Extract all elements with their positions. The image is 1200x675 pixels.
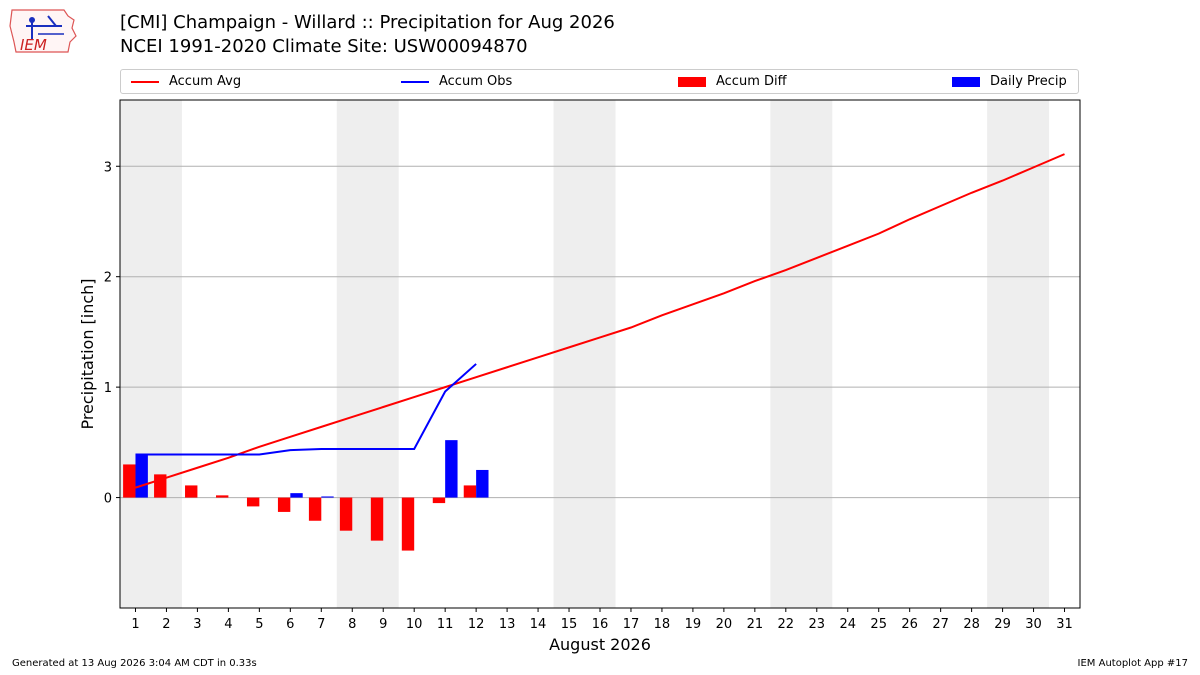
- x-tick-label: 16: [592, 617, 609, 632]
- x-tick-label: 24: [839, 617, 856, 632]
- x-tick-label: 3: [193, 617, 201, 632]
- generated-timestamp: Generated at 13 Aug 2026 3:04 AM CDT in …: [12, 658, 257, 669]
- x-tick-label: 17: [623, 617, 640, 632]
- x-tick-label: 14: [530, 617, 547, 632]
- legend-label: Accum Obs: [439, 74, 513, 89]
- accum-diff-bar: [370, 497, 384, 541]
- x-tick-label: 26: [901, 617, 918, 632]
- accum-diff-bar: [185, 485, 198, 498]
- legend-label: Daily Precip: [990, 74, 1067, 89]
- accum-diff-bar: [463, 485, 477, 498]
- logo-text: IEM: [20, 36, 47, 54]
- daily-precip-bar: [135, 454, 148, 498]
- y-tick-label: 0: [104, 492, 112, 507]
- legend-label: Accum Avg: [169, 74, 242, 89]
- accum-diff-bar: [277, 497, 291, 512]
- accum-diff-bar: [216, 495, 229, 498]
- accum-diff-bar: [123, 464, 136, 498]
- x-tick-label: 1: [131, 617, 139, 632]
- x-tick-label: 29: [994, 617, 1011, 632]
- x-tick-label: 28: [963, 617, 980, 632]
- x-tick-label: 19: [685, 617, 702, 632]
- y-axis-label: Precipitation [inch]: [78, 278, 97, 429]
- accum-diff-bar: [401, 497, 415, 551]
- x-tick-label: 13: [499, 617, 516, 632]
- x-tick-label: 21: [747, 617, 764, 632]
- x-tick-label: 6: [286, 617, 294, 632]
- y-tick-label: 2: [104, 271, 112, 286]
- x-axis-label: August 2026: [549, 635, 651, 654]
- weekend-shade: [553, 100, 616, 608]
- chart-subtitle: NCEI 1991-2020 Climate Site: USW00094870: [120, 36, 528, 57]
- legend-label: Accum Diff: [716, 74, 787, 89]
- weekend-shade: [770, 100, 833, 608]
- x-tick-label: 12: [468, 617, 485, 632]
- y-tick-label: 3: [104, 160, 112, 175]
- legend-swatch: [131, 80, 159, 83]
- legend-item-accum-diff: Accum Diff: [678, 74, 787, 89]
- x-tick-label: 9: [379, 617, 387, 632]
- x-tick-label: 22: [778, 617, 795, 632]
- x-tick-label: 8: [348, 617, 356, 632]
- x-tick-label: 18: [654, 617, 671, 632]
- legend: Accum Avg Accum Obs Accum Diff Daily Pre…: [120, 69, 1079, 94]
- weekend-shade: [336, 100, 399, 608]
- x-tick-label: 30: [1025, 617, 1042, 632]
- y-tick-label: 1: [104, 381, 112, 396]
- x-tick-label: 23: [809, 617, 826, 632]
- x-tick-label: 7: [317, 617, 325, 632]
- x-tick-label: 5: [255, 617, 263, 632]
- iowa-outline-icon: [9, 9, 77, 53]
- app-label: IEM Autoplot App #17: [1077, 658, 1188, 669]
- daily-precip-bar: [321, 496, 334, 498]
- chart-title: [CMI] Champaign - Willard :: Precipitati…: [120, 12, 615, 33]
- legend-item-accum-obs: Accum Obs: [401, 74, 512, 89]
- legend-swatch: [401, 80, 429, 83]
- accum-diff-bar: [339, 497, 353, 531]
- daily-precip-bar: [476, 469, 489, 498]
- accum-diff-bar: [246, 497, 260, 507]
- accum-diff-bar: [432, 497, 446, 504]
- legend-item-daily-precip: Daily Precip: [952, 74, 1067, 89]
- x-tick-label: 2: [162, 617, 170, 632]
- x-tick-label: 10: [406, 617, 423, 632]
- x-tick-label: 15: [561, 617, 578, 632]
- accum-obs-line: [135, 363, 477, 456]
- x-tick-label: 27: [932, 617, 949, 632]
- legend-swatch: [678, 76, 706, 87]
- x-tick-label: 20: [716, 617, 733, 632]
- daily-precip-bar: [445, 440, 458, 498]
- daily-precip-bar: [290, 493, 303, 498]
- iem-logo: IEM: [9, 9, 77, 54]
- weekend-shade: [987, 100, 1050, 608]
- accum-diff-bar: [308, 497, 322, 521]
- legend-swatch: [952, 76, 980, 87]
- x-tick-label: 25: [870, 617, 887, 632]
- legend-item-accum-avg: Accum Avg: [131, 74, 241, 89]
- weekend-shade: [120, 100, 182, 608]
- accum-avg-line: [135, 153, 1065, 489]
- x-tick-label: 11: [437, 617, 454, 632]
- x-tick-label: 31: [1056, 617, 1073, 632]
- x-tick-label: 4: [224, 617, 232, 632]
